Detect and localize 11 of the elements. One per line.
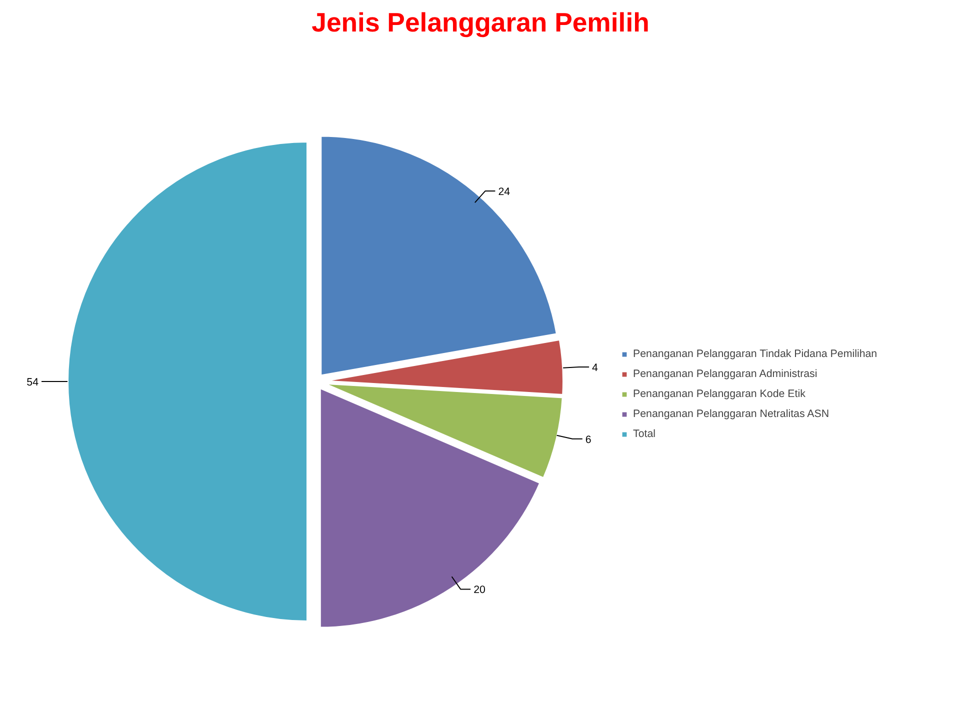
legend-label: Penanganan Pelanggaran Netralitas ASN <box>633 408 830 420</box>
data-label: 4 <box>592 362 598 374</box>
legend-label: Penanganan Pelanggaran Tindak Pidana Pemilihan <box>633 348 878 360</box>
data-label: 6 <box>585 434 592 446</box>
chart-title: Jenis Pelanggaran Pemilih <box>312 8 650 38</box>
data-label: 54 <box>26 376 39 388</box>
legend-label: Penanganan Pelanggaran Kode Etik <box>633 388 806 400</box>
data-label: 20 <box>474 584 486 596</box>
data-label: 24 <box>498 186 510 198</box>
legend-label: Penanganan Pelanggaran Administrasi <box>633 368 818 380</box>
legend-label: Total <box>633 428 656 440</box>
